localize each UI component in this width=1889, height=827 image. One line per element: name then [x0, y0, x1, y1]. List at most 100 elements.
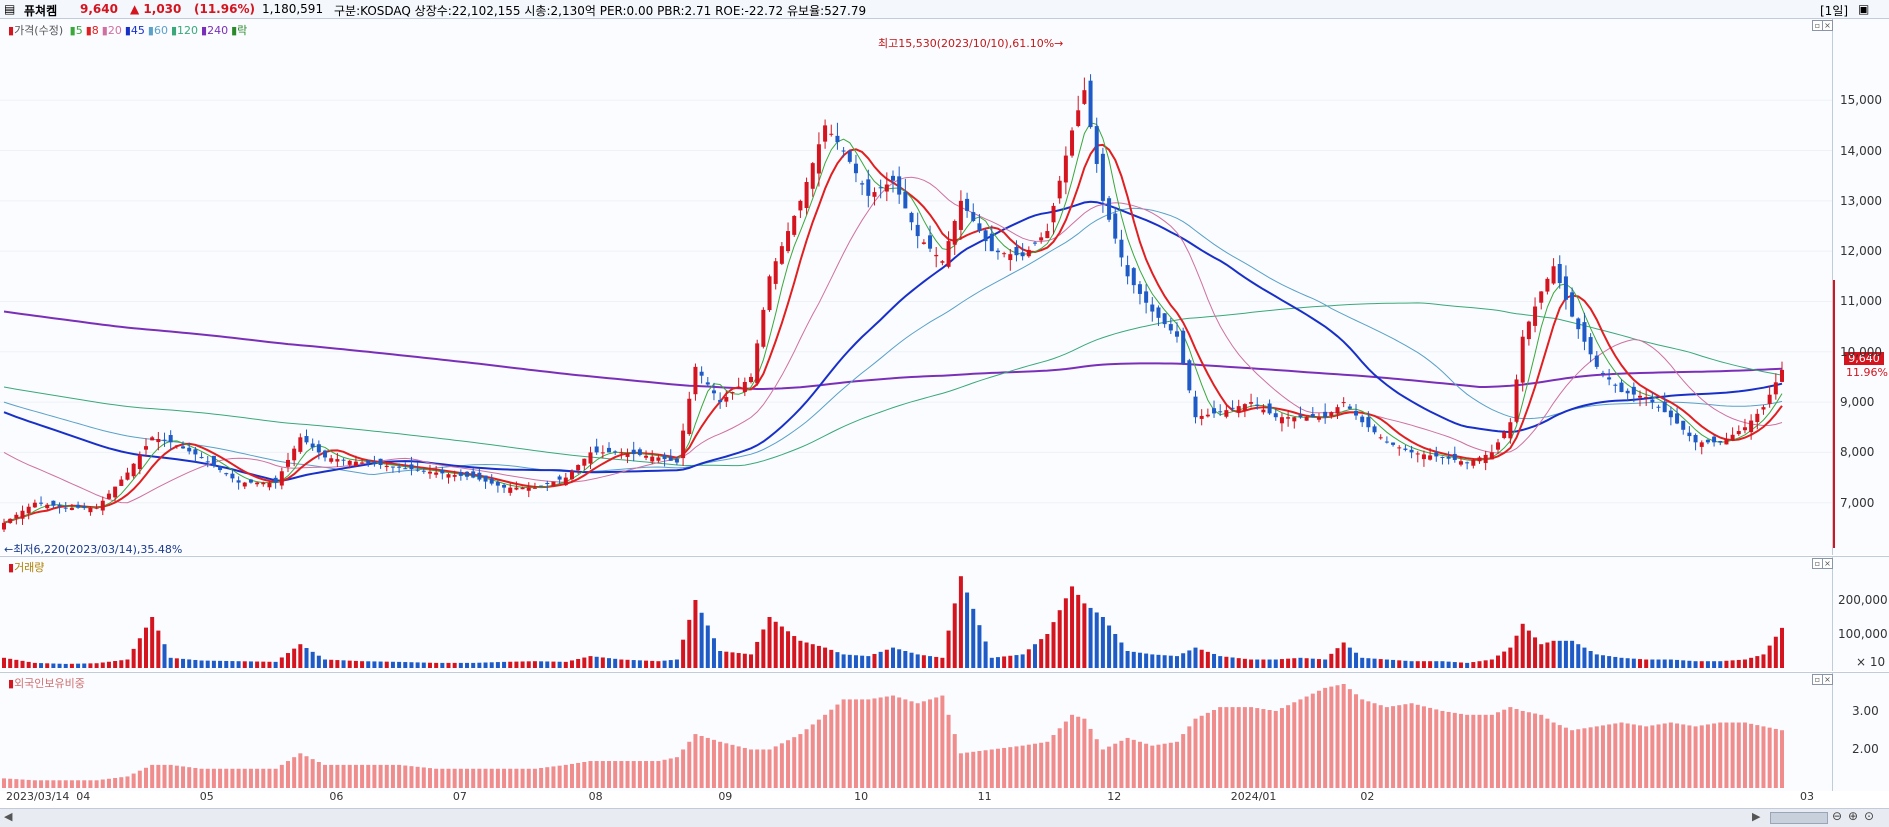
volume-bar: [693, 600, 698, 668]
zoom-in-icon[interactable]: ⊕: [1848, 809, 1859, 823]
volume-bar: [1625, 658, 1630, 668]
foreign-ratio-bar: [1279, 708, 1284, 788]
candle-body: [82, 506, 87, 508]
stock-name[interactable]: 퓨쳐켐: [24, 4, 58, 18]
foreign-ratio-bar: [150, 764, 155, 788]
scroll-left-icon[interactable]: ◀: [4, 810, 13, 823]
volume-bar: [1316, 659, 1321, 668]
volume-bar: [51, 663, 56, 668]
foreign-ratio-bar: [63, 780, 68, 788]
collapse-icon[interactable]: ▣: [1858, 2, 1870, 16]
candle-body: [211, 455, 216, 466]
volume-bar: [372, 661, 377, 668]
foreign-ratio-bar: [193, 767, 198, 788]
volume-bar: [8, 658, 13, 668]
candle-body: [1205, 414, 1210, 417]
volume-bar: [841, 654, 846, 668]
candle-body: [1415, 453, 1420, 455]
volume-bar: [199, 660, 204, 668]
volume-bar: [1508, 647, 1513, 668]
foreign-ratio-bar: [1316, 690, 1321, 788]
candle-body: [57, 504, 62, 507]
candle-body: [940, 261, 945, 263]
volume-bar: [465, 662, 470, 668]
foreign-ratio-bar: [872, 698, 877, 788]
volume-bar: [329, 659, 334, 668]
candle-body: [853, 163, 858, 174]
foreign-ratio-bar: [1088, 728, 1093, 788]
menu-icon[interactable]: ▤: [4, 2, 16, 16]
foreign-ratio-bar: [360, 764, 365, 788]
foreign-ratio-bar: [174, 765, 179, 788]
price-pane-close-icon[interactable]: ×: [1822, 20, 1833, 31]
candle-body: [329, 458, 334, 462]
foreign-ratio-bar: [378, 764, 383, 788]
period-button[interactable]: [1일]: [1820, 4, 1849, 18]
foreign-ratio-bar: [1032, 743, 1037, 788]
foreign-pane-close-icon[interactable]: ×: [1822, 674, 1833, 685]
candle-body: [1397, 447, 1402, 449]
volume-bar: [1150, 654, 1155, 668]
horizontal-scrollbar[interactable]: ◀ ▶ ⊖ ⊕ ⊙: [0, 808, 1889, 827]
foreign-ratio-bar: [1551, 722, 1556, 788]
foreign-ratio-bar: [1076, 716, 1081, 788]
candle-body: [1545, 278, 1550, 292]
foreign-ratio-bar: [471, 768, 476, 788]
foreign-ratio-bar: [1563, 727, 1568, 788]
x-tick-label: 07: [452, 790, 467, 803]
foreign-ratio-bar: [1742, 722, 1747, 788]
candle-body: [1144, 291, 1149, 303]
candle-body: [810, 163, 815, 189]
volume-bar: [860, 655, 865, 668]
foreign-ratio-bar: [1273, 710, 1278, 788]
x-tick-label: 09: [718, 790, 733, 803]
candle-body: [285, 459, 290, 467]
price-change-pct: (11.96%): [194, 2, 255, 16]
candle-body: [1693, 434, 1698, 443]
volume-bar: [1668, 659, 1673, 668]
candle-body: [1378, 437, 1383, 439]
candle-body: [421, 470, 426, 472]
price-tick-label: 12,000: [1840, 244, 1882, 259]
volume-bar: [705, 625, 710, 668]
stock-header: 퓨쳐켐 9,640 ▲ 1,030 (11.96%) 1,180,591 구분:…: [0, 0, 1889, 19]
volume-bar: [1354, 652, 1359, 668]
candle-body: [1174, 331, 1179, 337]
candle-body: [1582, 322, 1587, 342]
foreign-ratio-bar: [1761, 726, 1766, 788]
candle-body: [446, 474, 451, 478]
volume-bar: [1039, 639, 1044, 668]
foreign-ratio-bar: [1539, 714, 1544, 788]
volume-bar: [1483, 660, 1488, 668]
volume-bar: [1409, 661, 1414, 668]
scroll-thumb[interactable]: [1770, 812, 1828, 824]
volume-bar: [1144, 653, 1149, 668]
candle-body: [1255, 404, 1260, 406]
zoom-out-icon[interactable]: ⊖: [1832, 809, 1843, 823]
foreign-ratio-bar: [1212, 710, 1217, 788]
candle-body: [1458, 461, 1463, 465]
candle-body: [755, 343, 760, 384]
volume-bar: [644, 660, 649, 668]
candle-body: [576, 464, 581, 471]
foreign-ratio-bar: [1249, 707, 1254, 788]
volume-bar: [773, 621, 778, 668]
zoom-fit-icon[interactable]: ⊙: [1864, 809, 1875, 823]
volume-bar: [1594, 654, 1599, 668]
volume-bar: [502, 661, 507, 668]
volume-bar: [761, 629, 766, 668]
candle-body: [1329, 412, 1334, 416]
candle-body: [1335, 407, 1340, 414]
candle-body: [1477, 457, 1482, 462]
current-price-tag-label: 9,640: [1848, 352, 1880, 365]
candle-body: [749, 376, 754, 383]
foreign-ratio-bar: [1730, 722, 1735, 788]
candle-body: [1088, 80, 1093, 128]
volume-bar: [786, 631, 791, 668]
volume-bar: [1347, 647, 1352, 668]
scroll-right-icon[interactable]: ▶: [1752, 810, 1761, 823]
candle-body: [409, 464, 414, 470]
volume-pane-close-icon[interactable]: ×: [1822, 558, 1833, 569]
foreign-ratio-bar: [637, 761, 642, 788]
foreign-ratio-bar: [650, 761, 655, 788]
